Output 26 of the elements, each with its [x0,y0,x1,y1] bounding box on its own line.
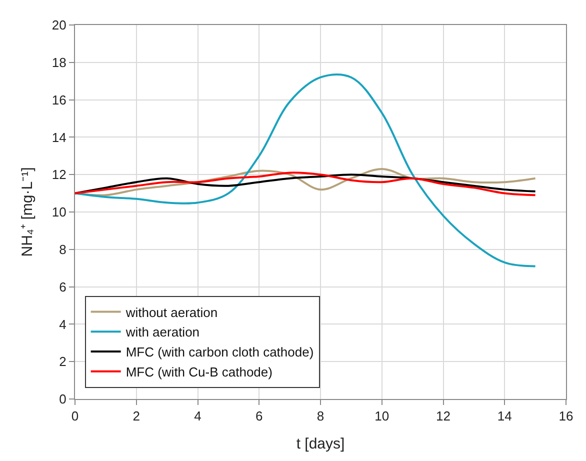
y-axis-title: NH₄⁺ [mg·L⁻¹] [19,167,36,257]
x-tick-label: 6 [256,408,263,424]
x-tick-label: 14 [497,408,512,424]
y-tick-label: 2 [59,354,66,370]
x-tick-label: 16 [558,408,574,424]
legend-label: with aeration [124,324,200,340]
x-tick-label: 0 [71,408,79,424]
x-tick-label: 10 [374,408,390,424]
y-tick-label: 8 [59,242,66,257]
x-axis-title: t [days] [296,436,345,453]
x-tick-label: 12 [436,408,450,424]
legend-label: without aeration [124,304,218,320]
y-tick-label: 16 [52,92,66,108]
y-tick-label: 4 [59,316,66,332]
x-tick-label: 8 [316,408,324,424]
y-tick-label: 20 [52,18,66,33]
y-tick-label: 6 [59,279,66,294]
x-tick-label: 4 [194,408,202,424]
y-tick-label: 0 [59,392,66,407]
y-tick-label: 12 [52,167,66,182]
legend-label: MFC (with Cu-B cathode) [126,364,272,380]
y-tick-label: 10 [52,204,66,220]
legend-label: MFC (with carbon cloth cathode) [126,344,314,360]
x-tick-label: 2 [132,408,140,424]
y-tick-label: 18 [52,54,66,70]
y-tick-label: 14 [52,130,66,145]
